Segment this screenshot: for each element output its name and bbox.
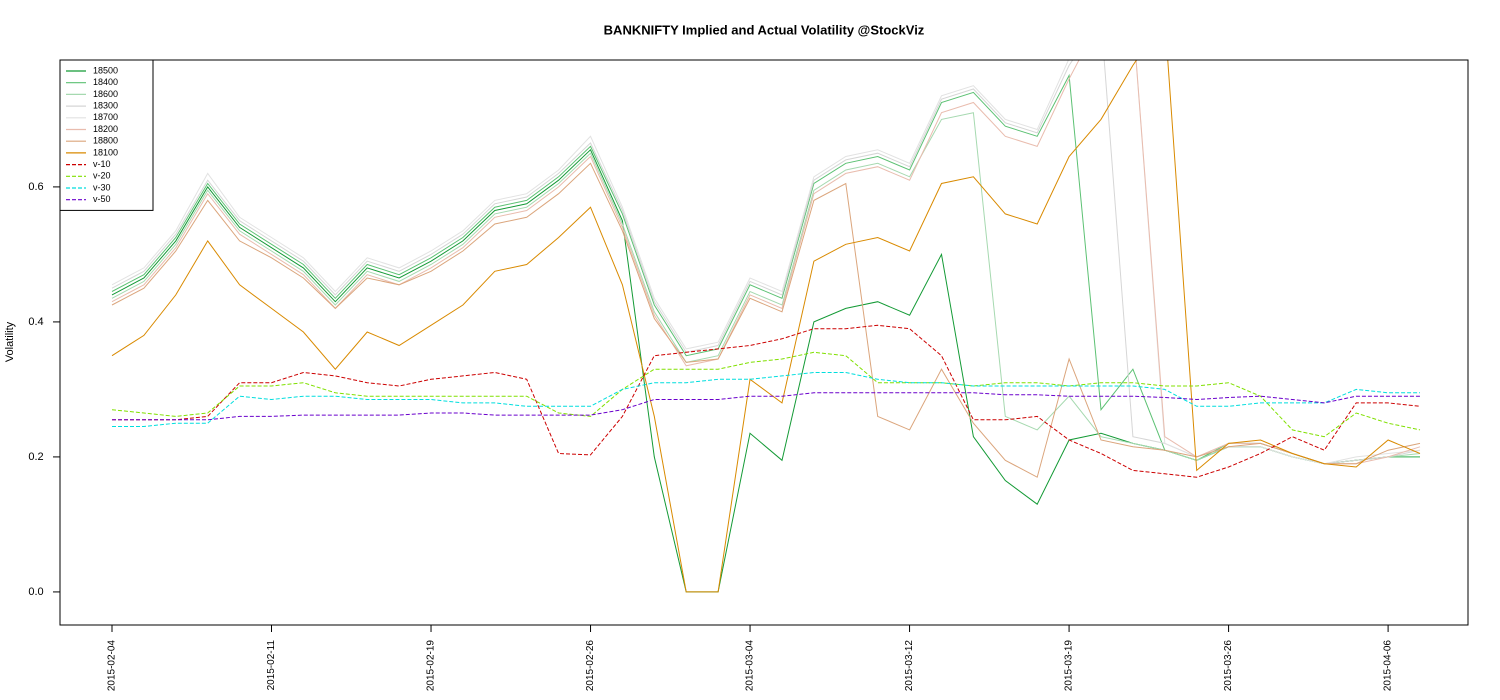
series-line	[112, 392, 1420, 421]
legend-label: 18400	[93, 77, 118, 87]
x-tick-label: 2015-02-19	[426, 640, 437, 692]
legend-label: 18100	[93, 147, 118, 157]
x-tick-label: 2015-04-06	[1383, 640, 1394, 692]
x-tick-label: 2015-03-19	[1064, 640, 1075, 692]
y-tick-label: 0.4	[28, 316, 43, 328]
y-tick-label: 0.2	[28, 451, 43, 463]
legend-label: 18700	[93, 112, 118, 122]
legend-label: 18300	[93, 100, 118, 110]
y-axis-label: Volatility	[4, 321, 16, 362]
x-tick-label: 2015-02-26	[585, 640, 596, 692]
legend-label: v-20	[93, 171, 111, 181]
x-tick-label: 2015-03-12	[904, 640, 915, 692]
legend-label: 18200	[93, 124, 118, 134]
legend-label: 18800	[93, 136, 118, 146]
legend-label: v-10	[93, 159, 111, 169]
plot-lines	[111, 60, 1421, 593]
chart-title: BANKNIFTY Implied and Actual Volatility …	[604, 22, 925, 37]
plot-frame	[59, 59, 1469, 626]
legend-label: 18600	[93, 89, 118, 99]
series-line	[111, 112, 1421, 465]
legend-box	[59, 59, 154, 211]
series-line	[111, 162, 1421, 478]
x-tick-label: 2015-03-26	[1223, 640, 1234, 692]
legend-label: v-30	[93, 182, 111, 192]
legend-label: 18500	[93, 65, 118, 75]
y-tick-label: 0.0	[28, 586, 43, 598]
series-line	[111, 60, 1421, 593]
x-tick-label: 2015-02-04	[107, 640, 118, 692]
series-line	[111, 351, 1421, 438]
y-tick-label: 0.6	[28, 181, 43, 193]
series-line	[112, 324, 1421, 478]
series-line	[111, 73, 1420, 465]
series-line	[112, 372, 1420, 427]
legend-label: v-50	[93, 194, 111, 204]
x-tick-label: 2015-02-11	[266, 640, 277, 691]
x-tick-label: 2015-03-04	[745, 640, 756, 692]
